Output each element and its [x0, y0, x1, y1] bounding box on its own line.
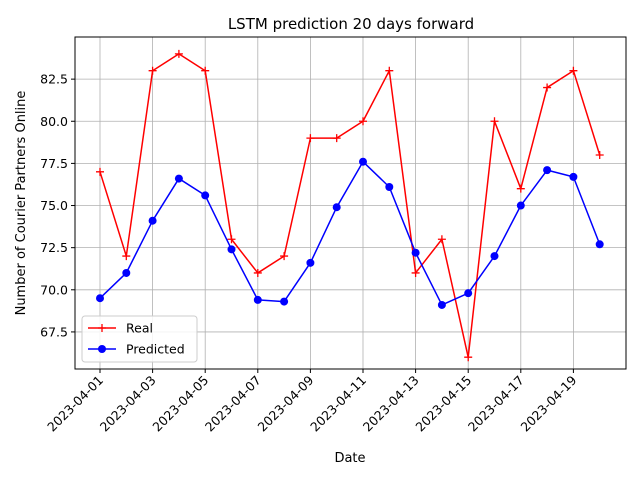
- data-point-predicted: [227, 245, 236, 254]
- data-point-real: [490, 117, 499, 126]
- x-tick-label: 2023-04-19: [518, 372, 580, 434]
- y-tick-label: 82.5: [40, 72, 68, 87]
- data-point-predicted: [516, 201, 525, 210]
- legend-entry-predicted: Predicted: [88, 342, 185, 357]
- data-point-real: [96, 167, 104, 176]
- data-point-predicted: [122, 268, 131, 277]
- data-point-real: [437, 235, 446, 244]
- y-axis: 67.5 70.0 72.5 75.0 77.5 80.0 82.5: [40, 72, 75, 339]
- legend-label: Predicted: [126, 342, 185, 357]
- data-point-predicted: [96, 294, 104, 303]
- data-point-predicted: [543, 166, 552, 175]
- data-point-real: [359, 117, 367, 126]
- data-point-predicted: [201, 191, 210, 200]
- y-tick-label: 67.5: [40, 324, 68, 339]
- legend-swatch-marker: [98, 345, 106, 353]
- series-line-real: [99, 53, 601, 358]
- y-tick-label: 80.0: [40, 114, 68, 129]
- data-point-predicted: [359, 157, 367, 166]
- y-tick-label: 77.5: [40, 156, 68, 171]
- legend-swatch-marker: [98, 324, 106, 332]
- data-point-real: [569, 66, 578, 75]
- data-point-predicted: [174, 174, 183, 183]
- data-point-predicted: [490, 252, 499, 261]
- data-point-predicted: [595, 240, 604, 249]
- legend-entry-real: Real: [88, 321, 153, 336]
- data-point-real: [464, 353, 473, 362]
- legend-label: Real: [126, 321, 153, 336]
- series-line-predicted: [99, 160, 601, 306]
- data-point-real: [227, 235, 236, 244]
- y-tick-label: 72.5: [40, 240, 68, 255]
- data-point-predicted: [464, 289, 473, 298]
- data-point-real: [253, 268, 262, 277]
- data-point-real: [148, 66, 157, 75]
- data-point-predicted: [148, 216, 157, 225]
- series-real: [96, 49, 604, 362]
- y-tick-label: 70.0: [40, 282, 68, 297]
- data-point-real: [201, 66, 210, 75]
- plot-frame: [74, 36, 627, 370]
- data-point-real: [543, 83, 552, 92]
- data-point-real: [411, 268, 420, 277]
- data-point-predicted: [385, 182, 394, 191]
- data-point-predicted: [332, 203, 341, 212]
- data-point-predicted: [411, 248, 420, 257]
- data-point-real: [516, 184, 525, 193]
- data-point-real: [122, 252, 131, 261]
- data-point-real: [306, 134, 315, 143]
- data-point-predicted: [569, 172, 578, 181]
- data-point-real: [385, 66, 394, 75]
- x-axis-label: Date: [334, 451, 365, 466]
- legend: Real Predicted: [81, 315, 198, 363]
- data-point-predicted: [280, 297, 289, 306]
- data-point-predicted: [437, 300, 446, 309]
- y-tick-label: 75.0: [40, 198, 68, 213]
- chart-title: LSTM prediction 20 days forward: [228, 15, 474, 33]
- x-axis: 2023-04-012023-04-032023-04-052023-04-07…: [44, 369, 580, 434]
- series-predicted: [96, 157, 604, 309]
- data-point-real: [332, 134, 341, 143]
- data-point-real: [595, 150, 604, 159]
- series-layer: [96, 49, 604, 362]
- data-point-real: [174, 49, 183, 58]
- y-axis-label: Number of Courier Partners Online: [14, 91, 29, 316]
- data-point-predicted: [253, 295, 262, 304]
- data-point-predicted: [306, 258, 315, 267]
- data-point-real: [280, 252, 289, 261]
